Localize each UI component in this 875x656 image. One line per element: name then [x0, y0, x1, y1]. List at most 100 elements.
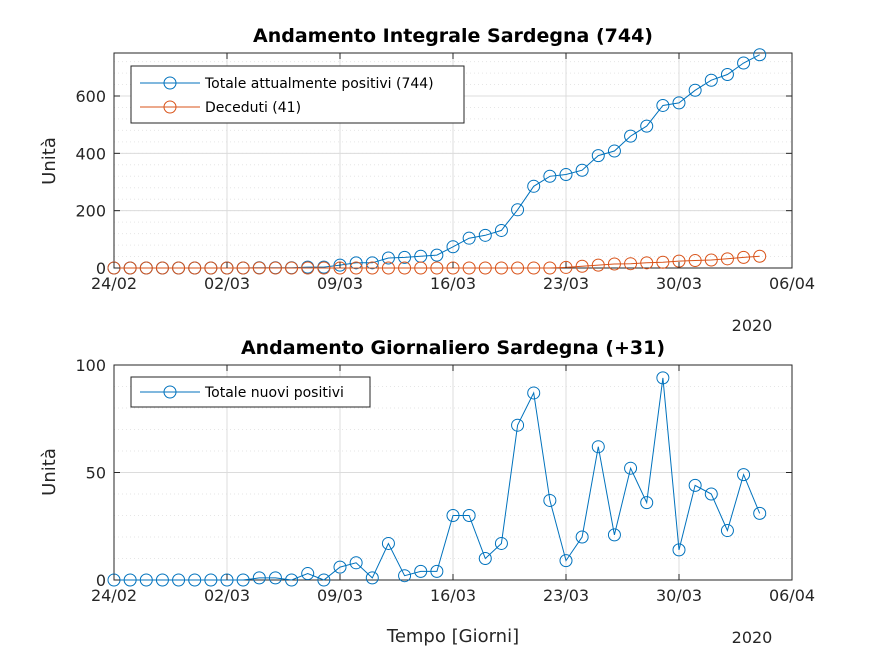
y-tick-label: 0 [96, 571, 106, 590]
legend-label-deceduti: Deceduti (41) [205, 100, 301, 116]
data-point [365, 261, 379, 275]
data-point [720, 524, 734, 538]
data-point [511, 203, 525, 217]
y-tick-label: 600 [75, 87, 106, 106]
daily-legend: Totale nuovi positivi [130, 376, 371, 408]
x-tick-label: 16/03 [430, 274, 476, 293]
data-point [688, 254, 702, 268]
data-point [349, 556, 363, 570]
daily-year-label: 2020 [732, 628, 773, 647]
x-tick-label: 24/02 [91, 274, 137, 293]
data-point [317, 573, 331, 587]
data-point [527, 179, 541, 193]
data-point [301, 567, 315, 581]
data-point [640, 256, 654, 270]
data-point [204, 261, 218, 275]
integral-chart: 0 200 400 600 24/02 02/03 09/03 16/03 23/03 30/03… [39, 25, 815, 335]
x-tick-label: 02/03 [204, 274, 250, 293]
integral-y-axis-label: Unità [39, 137, 60, 185]
data-point [123, 261, 137, 275]
data-point [688, 83, 702, 97]
integral-chart-title: Andamento Integrale Sardegna (744) [253, 25, 653, 47]
x-tick-label: 06/04 [769, 586, 815, 605]
series-line [114, 255, 760, 269]
daily-series [107, 371, 767, 587]
data-point [575, 163, 589, 177]
data-point [478, 228, 492, 242]
y-tick-label: 100 [75, 356, 106, 375]
legend-marker-positivi [163, 76, 177, 90]
data-point [559, 260, 573, 274]
data-point [624, 129, 638, 143]
data-point [139, 573, 153, 587]
x-tick-label: 09/03 [317, 586, 363, 605]
data-point [543, 493, 557, 507]
daily-ticks: 0 50 100 24/02 02/03 09/03 16/03 23/03 30/03 06/0… [75, 356, 815, 605]
data-point [656, 98, 670, 112]
data-point [381, 261, 395, 275]
data-point [543, 261, 557, 275]
data-point [381, 251, 395, 265]
data-point [301, 261, 315, 275]
data-point [640, 119, 654, 133]
integral-ticks: 0 200 400 600 24/02 02/03 09/03 16/03 23/03 30/03… [75, 53, 815, 293]
x-tick-label: 23/03 [543, 586, 589, 605]
data-point [365, 571, 379, 585]
data-point [462, 231, 476, 245]
x-tick-label: 09/03 [317, 274, 363, 293]
legend-label-nuovi: Totale nuovi positivi [204, 385, 344, 401]
data-point [172, 261, 186, 275]
x-tick-label: 24/02 [91, 586, 137, 605]
x-tick-label: 16/03 [430, 586, 476, 605]
data-point [656, 255, 670, 269]
data-point [462, 261, 476, 275]
data-point [285, 573, 299, 587]
integral-series [107, 48, 767, 275]
integral-legend-box [130, 65, 465, 124]
data-point [236, 573, 250, 587]
data-point [704, 487, 718, 501]
data-point [285, 261, 299, 275]
data-point [720, 68, 734, 81]
data-point [252, 261, 266, 275]
data-point [462, 509, 476, 522]
x-tick-label: 23/03 [543, 274, 589, 293]
y-tick-label: 400 [75, 144, 106, 163]
data-point [381, 536, 395, 550]
y-tick-label: 50 [86, 464, 106, 483]
data-point [559, 168, 573, 182]
data-point [188, 573, 202, 587]
data-point [365, 256, 379, 270]
data-point [430, 261, 444, 275]
data-point [640, 496, 654, 510]
data-point [704, 253, 718, 267]
data-point [543, 169, 557, 183]
data-point [398, 569, 412, 583]
data-point [753, 506, 767, 520]
data-point [559, 554, 573, 568]
daily-y-axis-label: Unità [39, 448, 60, 496]
data-point [672, 96, 686, 110]
data-point [268, 261, 282, 275]
data-point [527, 261, 541, 275]
data-point [511, 418, 525, 432]
data-point [349, 261, 363, 275]
data-point [139, 261, 153, 275]
data-point [688, 478, 702, 492]
y-tick-label: 200 [75, 202, 106, 221]
x-tick-label: 06/04 [769, 274, 815, 293]
data-point [317, 261, 331, 275]
data-point [737, 250, 751, 264]
data-point [607, 257, 621, 271]
data-point [430, 248, 444, 262]
data-point [252, 571, 266, 585]
x-tick-label: 30/03 [656, 586, 702, 605]
integral-year-label: 2020 [732, 316, 773, 335]
data-point [333, 560, 347, 574]
data-point [753, 249, 767, 263]
data-point [575, 530, 589, 544]
daily-chart-title: Andamento Giornaliero Sardegna (+31) [241, 337, 665, 359]
data-point [446, 240, 460, 254]
data-point [527, 386, 541, 400]
daily-chart: 0 50 100 24/02 02/03 09/03 16/03 23/03 30/03 06/0… [39, 337, 815, 647]
